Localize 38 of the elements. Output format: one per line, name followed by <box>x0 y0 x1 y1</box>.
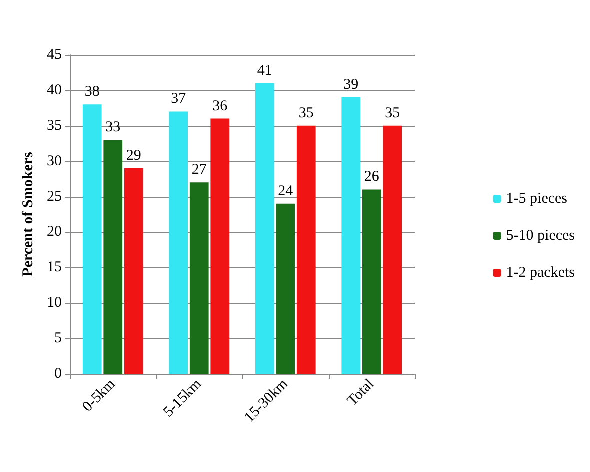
y-tick-label: 0 <box>54 366 62 382</box>
bar <box>296 126 316 374</box>
bar <box>383 126 402 374</box>
y-tick-label: 40 <box>47 82 62 98</box>
bar <box>169 112 188 374</box>
data-label: 38 <box>84 84 100 100</box>
legend-label: 5-10 pieces <box>506 228 576 244</box>
data-label: 26 <box>364 169 380 186</box>
legend-label: 1-2 packets <box>506 265 576 281</box>
y-tick-label: 45 <box>47 47 62 63</box>
bar <box>104 140 123 374</box>
data-label: 35 <box>298 105 314 122</box>
bar <box>210 118 230 374</box>
y-tick-label: 10 <box>47 295 62 312</box>
data-label: 29 <box>126 148 142 164</box>
legend-label: 1-5 pieces <box>506 191 568 207</box>
data-label: 37 <box>171 91 187 108</box>
data-label: 41 <box>257 62 272 79</box>
y-tick-label: 30 <box>47 153 62 170</box>
bar <box>124 168 144 374</box>
y-tick-label: 20 <box>47 224 62 240</box>
y-axis-title: Percent of Smokers <box>20 152 36 277</box>
data-label: 36 <box>212 98 228 114</box>
data-label: 39 <box>344 77 359 94</box>
bar <box>362 190 382 374</box>
data-label: 27 <box>192 162 208 178</box>
bar <box>190 182 209 374</box>
y-tick-label: 25 <box>47 188 62 205</box>
data-label: 33 <box>106 120 121 136</box>
y-tick-label: 35 <box>47 118 62 134</box>
bar <box>276 204 296 374</box>
y-tick-label: 5 <box>54 330 62 347</box>
bar <box>82 104 102 374</box>
bar <box>342 98 361 374</box>
y-tick-label: 15 <box>47 260 62 276</box>
data-label: 35 <box>385 105 400 122</box>
data-label: 24 <box>278 183 294 200</box>
bar <box>255 83 274 374</box>
